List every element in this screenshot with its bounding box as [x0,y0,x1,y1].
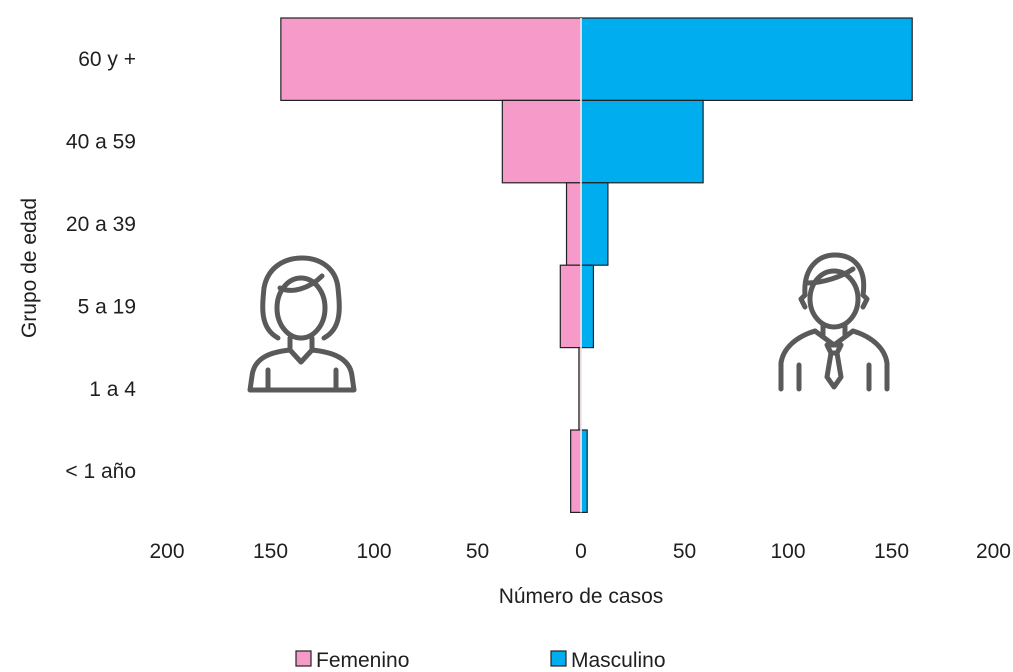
category-label-2: 20 a 39 [66,213,136,236]
bar-masculino-3 [580,264,595,349]
x-axis-title: Número de casos [499,585,664,608]
bar-femenino-0 [280,17,582,102]
female-person-icon [247,255,357,393]
x-tick-label-6: 100 [770,540,805,563]
bar-masculino-0 [580,17,913,102]
x-tick-label-7: 150 [874,540,909,563]
x-tick-label-2: 100 [356,540,391,563]
x-tick-label-3: 50 [466,540,489,563]
legend-label-masculino: Masculino [571,649,666,672]
legend-swatch-femenino [295,650,312,667]
bar-masculino-2 [580,182,609,266]
x-tick-label-5: 50 [673,540,696,563]
bar-masculino-5 [580,429,588,514]
legend-label-femenino: Femenino [316,649,409,672]
bar-femenino-5 [570,429,582,514]
y-axis-title: Grupo de edad [18,198,41,338]
bars-group [280,17,913,514]
bar-femenino-2 [565,182,582,266]
bar-masculino-1 [580,99,704,184]
x-tick-label-0: 200 [149,540,184,563]
category-label-0: 60 y + [78,48,136,71]
category-label-3: 5 a 19 [78,295,136,318]
x-tick-label-8: 200 [976,540,1011,563]
x-tick-labels: 200 150 100 50 0 50 100 150 200 [149,540,1011,563]
category-label-1: 40 a 59 [66,131,136,154]
male-person-icon [778,252,890,392]
category-label-5: < 1 año [65,460,136,483]
legend-swatch-masculino [550,650,567,667]
bar-femenino-1 [501,99,582,184]
bar-femenino-3 [559,264,582,349]
x-tick-label-1: 150 [253,540,288,563]
category-labels: 60 y + 40 a 59 20 a 39 5 a 19 1 a 4 < 1 año [65,48,136,483]
legend: Femenino Masculino [295,649,666,672]
category-label-4: 1 a 4 [89,378,136,401]
x-tick-label-4: 0 [575,540,587,563]
